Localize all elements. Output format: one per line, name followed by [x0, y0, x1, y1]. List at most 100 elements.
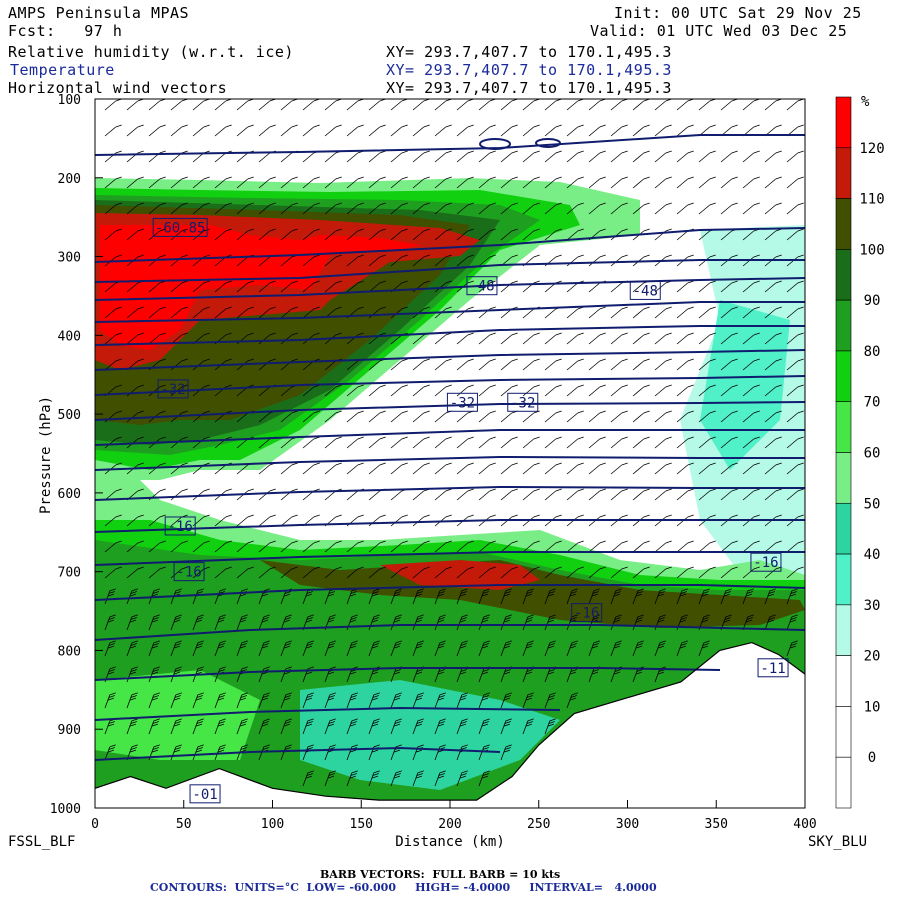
wind-barb-feather: [137, 462, 144, 466]
wind-barb: [720, 306, 738, 319]
wind-barb: [610, 640, 622, 657]
wind-barb-feather: [511, 228, 518, 232]
wind-barb-feather: [555, 436, 562, 440]
wind-barb-feather: [577, 332, 584, 336]
wind-barb-feather: [373, 640, 380, 644]
wind-barb-staff: [456, 256, 468, 267]
wind-barb-staff: [544, 516, 556, 527]
wind-barb-feather: [621, 410, 628, 414]
colorbar-tick-label: 50: [864, 496, 881, 512]
wind-barb-feather: [372, 695, 379, 698]
wind-barb-staff: [104, 490, 116, 501]
wind-barb-feather: [394, 695, 401, 698]
wind-barb-feather: [137, 384, 144, 388]
wind-barb-feather: [350, 695, 357, 698]
wind-barb: [412, 614, 424, 631]
wind-barb-feather: [285, 718, 292, 722]
wind-barb-staff: [610, 490, 622, 501]
wind-barb-staff: [544, 464, 556, 475]
wind-barb: [742, 488, 760, 501]
wind-barb: [346, 280, 364, 293]
wind-barb-feather: [351, 770, 358, 774]
wind-barb: [698, 254, 716, 267]
wind-barb: [522, 436, 540, 449]
wind-barb-staff: [654, 516, 666, 527]
wind-barb: [478, 176, 496, 189]
wind-barb-staff: [390, 412, 402, 423]
wind-barb-feather: [657, 645, 664, 649]
wind-barb: [104, 176, 122, 189]
wind-barb-staff: [522, 542, 534, 553]
wind-barb-feather: [503, 671, 510, 675]
wind-barb-staff: [368, 516, 380, 527]
wind-barb: [170, 124, 188, 137]
wind-barb-staff: [368, 152, 380, 163]
wind-barb: [698, 540, 716, 553]
wind-barb-staff: [104, 412, 116, 423]
wind-barb-feather: [775, 280, 782, 284]
wind-barb: [698, 566, 716, 579]
wind-barb-staff: [258, 568, 270, 579]
wind-barb: [456, 436, 474, 449]
wind-barb: [214, 99, 232, 111]
wind-barb: [434, 306, 452, 319]
wind-barb-feather: [459, 593, 466, 597]
colorbar-swatch: [835, 502, 852, 555]
wind-barb-staff: [698, 100, 710, 111]
wind-barb-staff: [302, 256, 314, 267]
wind-barb-feather: [115, 176, 122, 180]
wind-barb-feather: [797, 566, 804, 570]
wind-barb-feather: [159, 488, 166, 492]
wind-barb: [610, 410, 628, 423]
wind-barb-feather: [283, 723, 290, 727]
wind-barb-feather: [460, 773, 467, 776]
wind-barb-feather: [416, 591, 423, 594]
wind-barb-staff: [456, 438, 468, 449]
wind-barb-staff: [566, 152, 578, 163]
wind-barb-feather: [283, 619, 290, 623]
wind-barb: [324, 436, 342, 449]
wind-barb-feather: [526, 669, 533, 672]
wind-barb-feather: [724, 617, 731, 620]
wind-barb-staff: [104, 516, 116, 527]
wind-barb-feather: [218, 721, 225, 724]
wind-barb-staff: [764, 542, 776, 553]
wind-barb-feather: [262, 695, 269, 698]
field-rh-label: Relative humidity (w.r.t. ice): [8, 43, 294, 61]
wind-barb-feather: [327, 645, 334, 649]
wind-barb-feather: [159, 410, 166, 414]
wind-barb-feather: [247, 488, 254, 492]
wind-barb-feather: [401, 254, 408, 258]
wind-barb-feather: [709, 176, 716, 180]
contour-label: -16: [176, 565, 201, 581]
wind-barb-staff: [786, 152, 798, 163]
wind-barb-feather: [467, 436, 474, 440]
wind-barb-staff: [610, 308, 622, 319]
wind-barb-staff: [698, 282, 710, 293]
wind-barb-feather: [263, 744, 270, 748]
wind-barb-feather: [393, 619, 400, 623]
wind-barb-feather: [107, 645, 114, 649]
wind-barb-feather: [489, 150, 496, 154]
wind-barb-feather: [196, 747, 203, 750]
wind-barb-feather: [731, 306, 738, 310]
wind-barb-staff: [170, 360, 182, 371]
wind-barb: [654, 488, 672, 501]
wind-barb-staff: [126, 516, 138, 527]
wind-barb-feather: [504, 617, 511, 620]
wind-barb-feather: [305, 671, 312, 675]
wind-barb-staff: [654, 412, 666, 423]
wind-barb-staff: [654, 334, 666, 345]
wind-barb-feather: [197, 614, 204, 618]
wind-barb-feather: [665, 540, 672, 544]
wind-barb-feather: [467, 202, 474, 206]
wind-barb-staff: [280, 152, 292, 163]
wind-barb-staff: [456, 334, 468, 345]
wind-barb: [566, 306, 584, 319]
wind-barb-staff: [676, 516, 688, 527]
wind-barb-feather: [797, 306, 804, 310]
wind-barb-feather: [401, 202, 408, 206]
wind-barb-staff: [698, 256, 710, 267]
wind-barb: [170, 436, 188, 449]
wind-barb-staff: [764, 438, 776, 449]
